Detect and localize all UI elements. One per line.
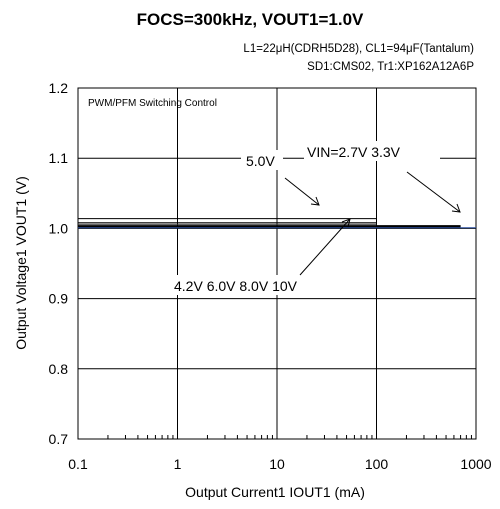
annotation-top-left: 5.0V xyxy=(246,153,275,169)
y-tick-label-3: 1.0 xyxy=(49,220,69,236)
x-tick-label-0: 0.1 xyxy=(68,456,88,472)
y-tick-label-1: 0.8 xyxy=(49,361,69,377)
arrow-line-top-right xyxy=(406,171,461,213)
x-tick-label-3: 100 xyxy=(365,456,389,472)
y-tick-label-0: 0.7 xyxy=(49,431,69,447)
annotation-bg-bottom xyxy=(168,275,368,295)
annotation-bg-top-left xyxy=(241,150,283,170)
series-group xyxy=(78,218,476,229)
x-tick-label-4: 1000 xyxy=(460,456,491,472)
arrow-head-top-right xyxy=(451,203,461,213)
x-axis-label: Output Current1 IOUT1 (mA) xyxy=(185,484,365,500)
arrow-line-top-left xyxy=(284,177,320,206)
chart-title: FOCS=300kHz, VOUT1=1.0V xyxy=(137,10,364,29)
x-tick-label-2: 10 xyxy=(269,456,285,472)
annotation-top-right: VIN=2.7V 3.3V xyxy=(307,144,401,160)
x-tick-label-1: 1 xyxy=(174,456,182,472)
y-tick-label-2: 0.9 xyxy=(49,291,69,307)
y-axis-label: Output Voltage1 VOUT1 (V) xyxy=(13,176,29,350)
annotation-bottom: 4.2V 6.0V 8.0V 10V xyxy=(174,278,298,294)
chart-subtitle-line-1: L1=22μH(CDRH5D28), CL1=94μF(Tantalum) xyxy=(243,43,474,55)
x-tick-labels: 0.1 1 10 100 1000 xyxy=(68,456,492,472)
arrow-head-top-left xyxy=(310,196,320,206)
box-note: PWM/PFM Switching Control xyxy=(88,98,217,109)
annotation-bg-top-right xyxy=(304,141,440,161)
y-tick-labels: 0.7 0.8 0.9 1.0 1.1 1.2 xyxy=(49,80,69,447)
minor-ticks xyxy=(107,435,472,439)
y-tick-label-4: 1.1 xyxy=(49,150,69,166)
grid xyxy=(77,87,477,440)
chart-subtitle-line-2: SD1:CMS02, Tr1:XP162A12A6P xyxy=(307,61,474,73)
arrow-line-bottom xyxy=(299,218,351,276)
arrow-head-bottom xyxy=(341,218,351,228)
y-tick-label-5: 1.2 xyxy=(49,80,69,96)
